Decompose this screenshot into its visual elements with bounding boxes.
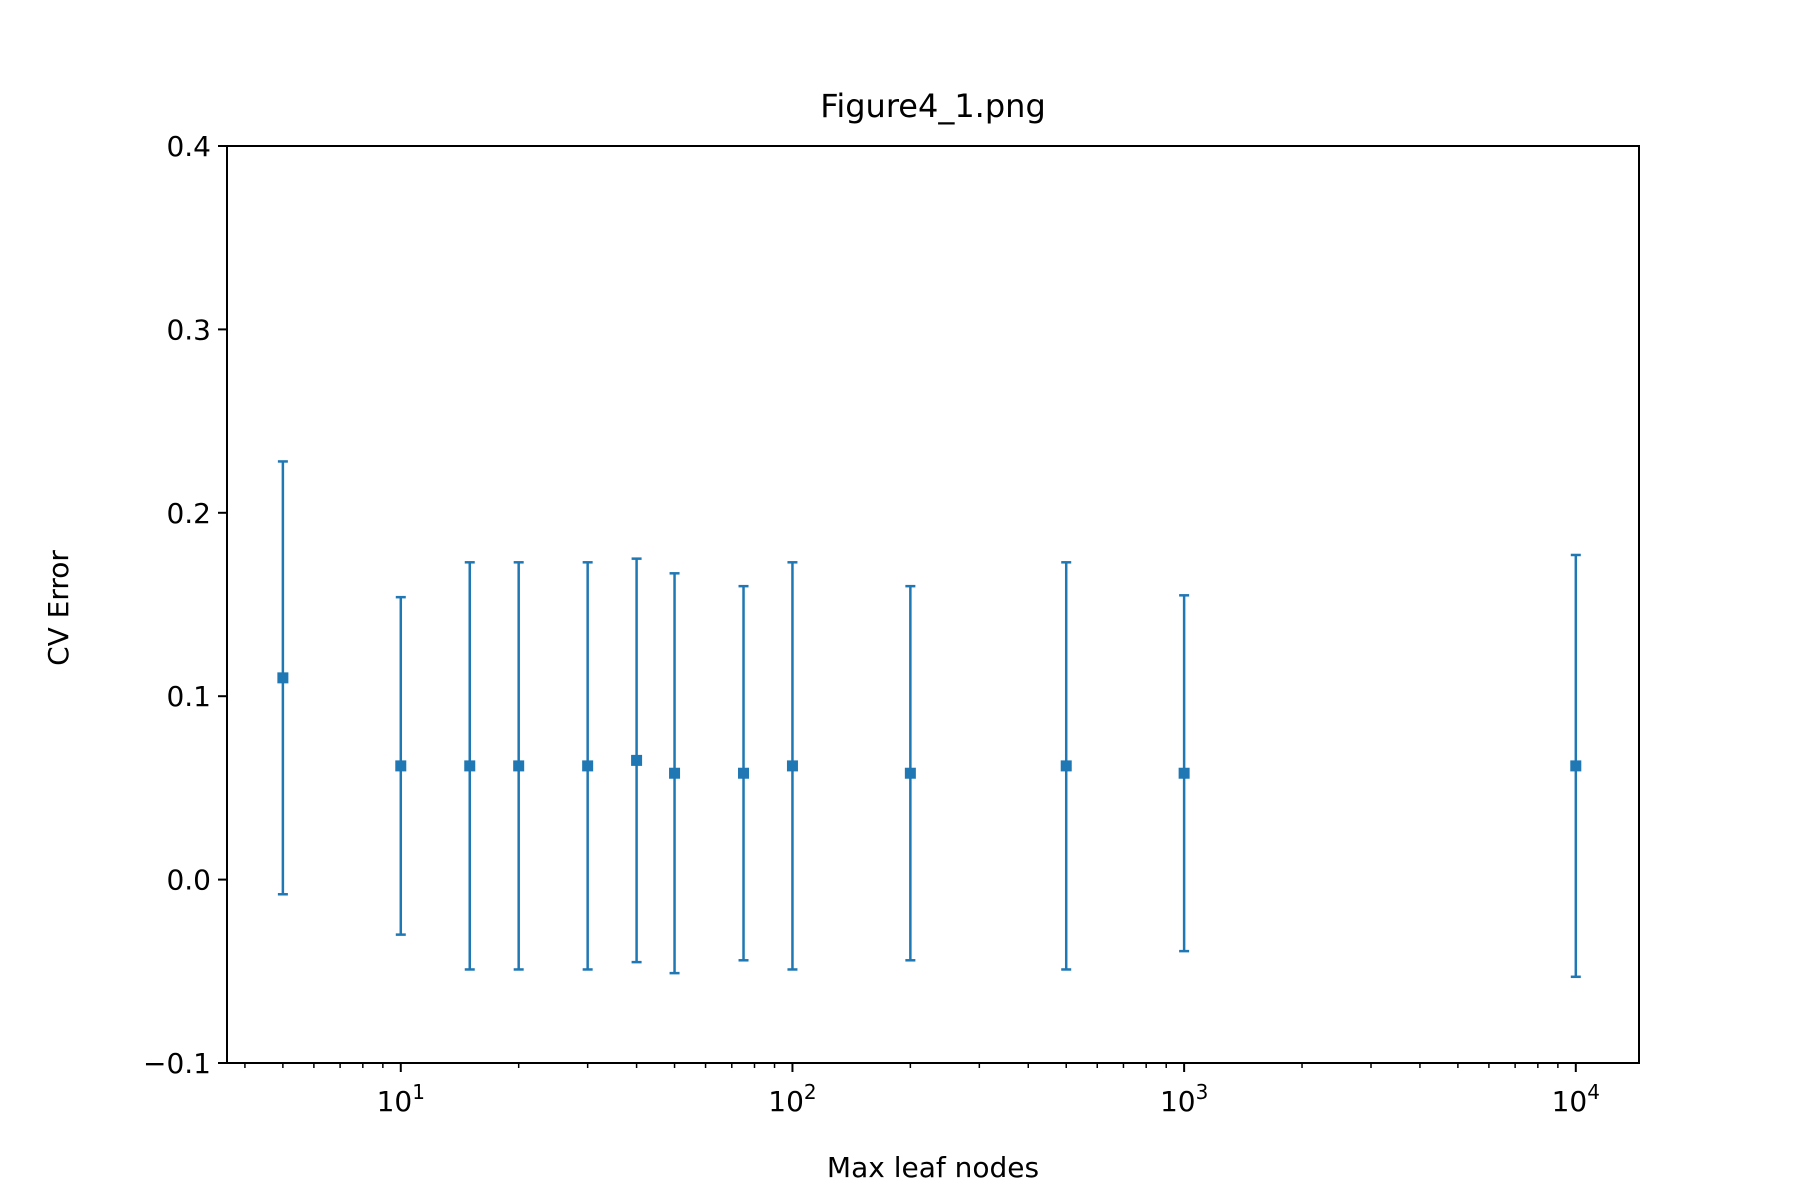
data-point — [277, 672, 289, 684]
y-tick-label: −0.1 — [143, 1047, 211, 1080]
y-tick-label: 0.0 — [166, 864, 211, 897]
y-tick-label: 0.4 — [166, 130, 211, 163]
x-tick-label: 102 — [768, 1080, 816, 1118]
plot-frame — [226, 145, 1640, 1064]
data-point — [582, 760, 594, 772]
x-axis-ticks: 101 102 103 104 — [244, 1063, 1600, 1118]
error-bar-series — [277, 460, 1582, 979]
chart-title: Figure4_1.png — [820, 87, 1046, 125]
x-tick-label: 103 — [1160, 1080, 1208, 1118]
x-tick-label: 104 — [1552, 1080, 1600, 1118]
data-point — [631, 754, 643, 766]
data-point — [669, 767, 681, 779]
data-point — [1060, 760, 1072, 772]
data-point — [786, 760, 798, 772]
y-tick-label: 0.1 — [166, 680, 211, 713]
data-point — [395, 760, 407, 772]
data-point — [1570, 760, 1582, 772]
data-point — [513, 760, 525, 772]
data-point — [1178, 767, 1190, 779]
x-axis-label: Max leaf nodes — [827, 1151, 1039, 1184]
y-axis-label: CV Error — [42, 550, 75, 666]
y-tick-label: 0.3 — [166, 313, 211, 346]
x-tick-label: 101 — [377, 1080, 425, 1118]
data-point — [904, 767, 916, 779]
y-tick-label: 0.2 — [166, 497, 211, 530]
data-point — [464, 760, 476, 772]
data-point — [738, 767, 750, 779]
y-axis-ticks: −0.1 0.0 0.1 0.2 0.3 0.4 — [143, 130, 227, 1080]
